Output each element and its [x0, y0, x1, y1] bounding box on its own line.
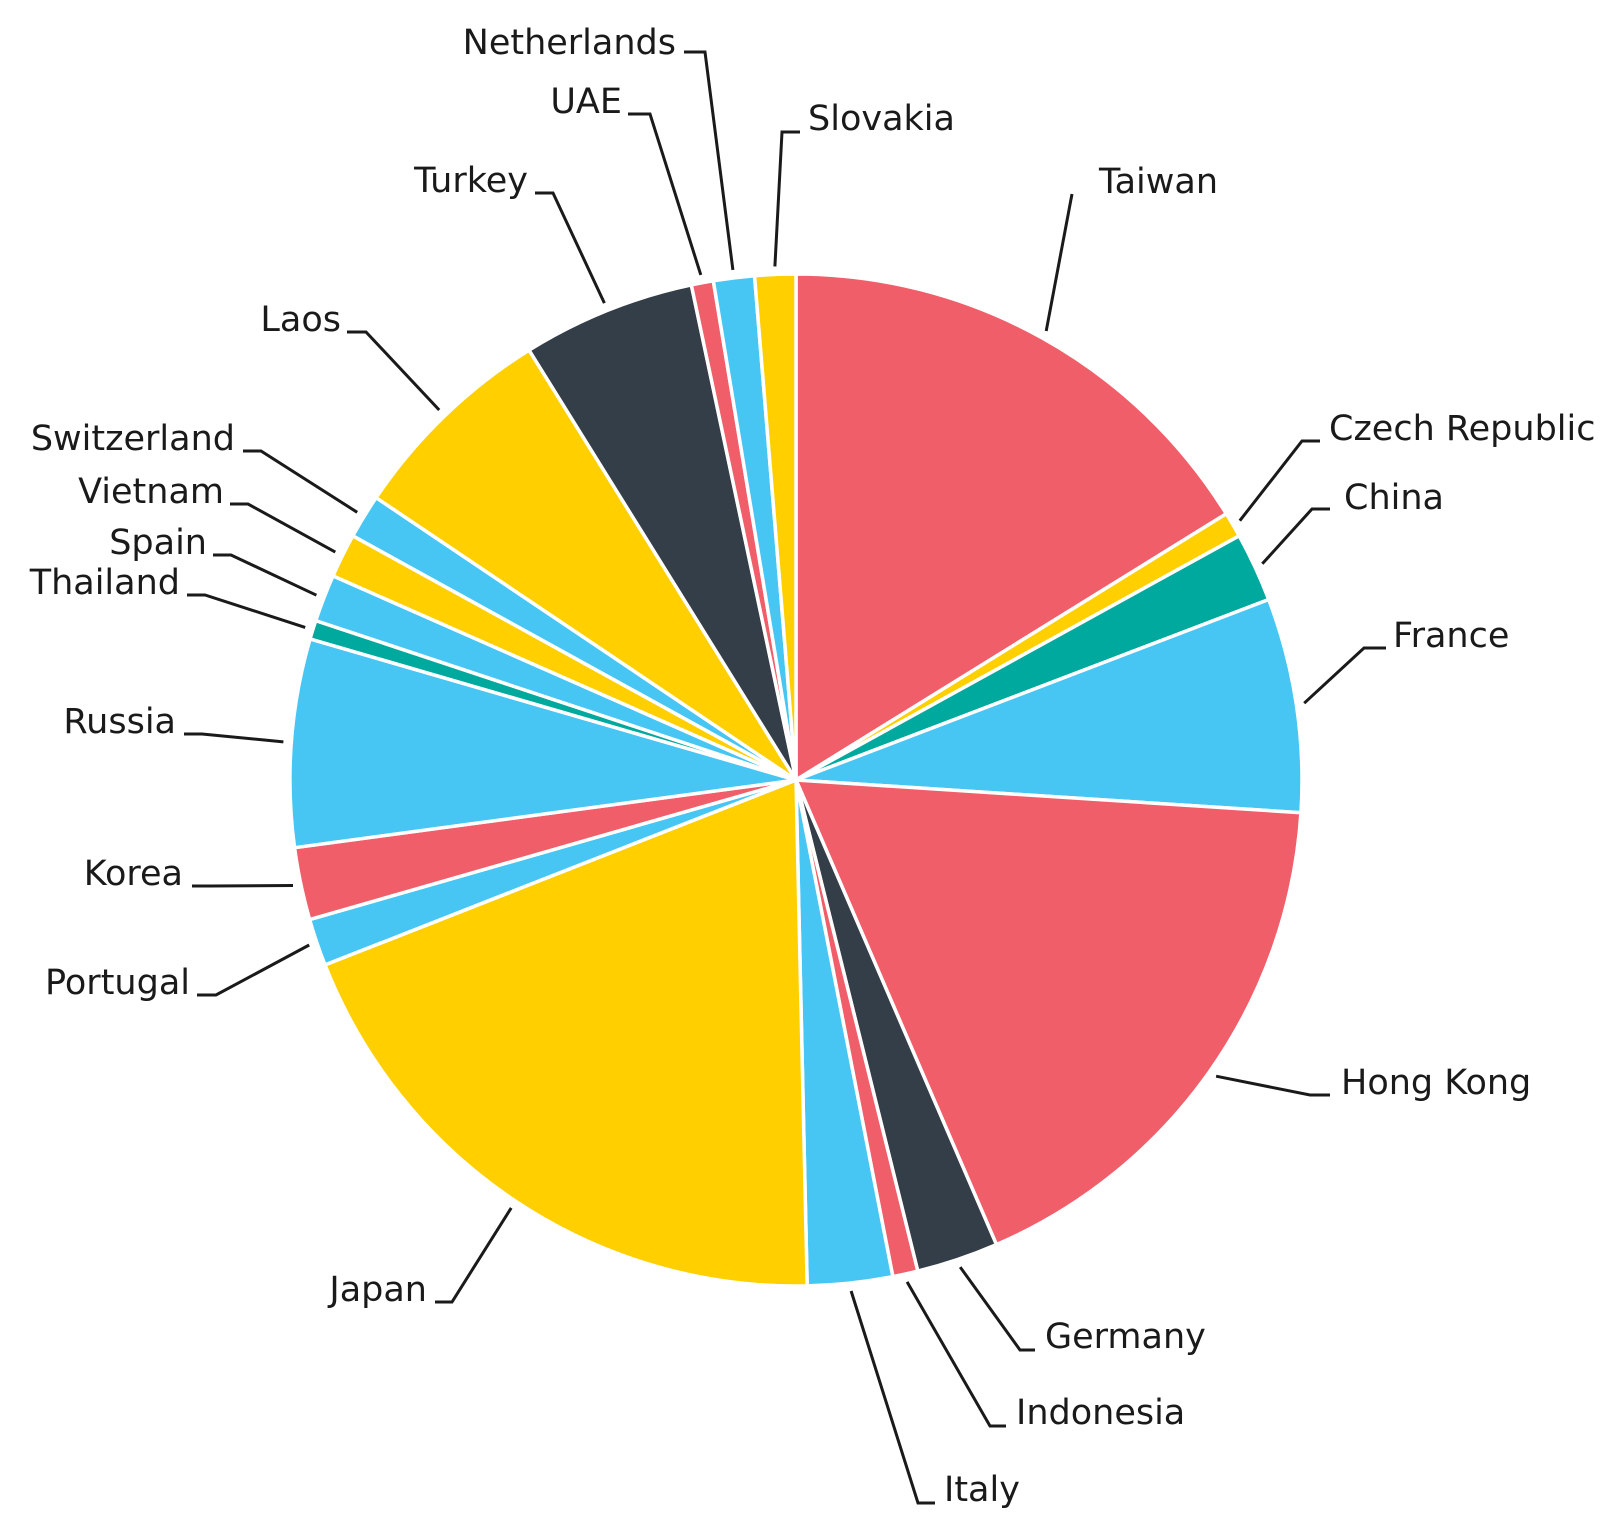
- leader-laos: [347, 330, 441, 412]
- leader-portugal: [197, 943, 310, 997]
- label-turkey: Turkey: [413, 161, 528, 201]
- leader-netherlands: [684, 50, 735, 271]
- leader-thailand: [187, 593, 306, 629]
- label-china: China: [1344, 478, 1444, 518]
- leader-korea: [192, 884, 294, 888]
- label-korea: Korea: [84, 854, 183, 894]
- leader-japan: [435, 1207, 513, 1304]
- label-czech-republic: Czech Republic: [1329, 409, 1595, 449]
- leader-spain: [213, 553, 318, 597]
- label-switzerland: Switzerland: [31, 419, 235, 459]
- label-italy: Italy: [944, 1470, 1020, 1510]
- slice-turkey: [527, 283, 798, 782]
- label-netherlands: Netherlands: [463, 23, 676, 63]
- leader-china: [1261, 507, 1330, 565]
- label-taiwan: Taiwan: [1098, 162, 1218, 202]
- leader-france: [1303, 646, 1386, 705]
- leader-italy: [849, 1290, 935, 1505]
- slice-hong-kong: [794, 778, 1303, 1247]
- label-indonesia: Indonesia: [1016, 1393, 1185, 1433]
- leader-taiwan: [1044, 193, 1074, 332]
- label-uae: UAE: [550, 82, 622, 122]
- label-germany: Germany: [1045, 1317, 1206, 1357]
- leader-vietnam: [230, 502, 337, 554]
- label-portugal: Portugal: [45, 963, 190, 1003]
- slice-laos: [374, 348, 798, 782]
- label-france: France: [1393, 616, 1509, 656]
- leader-lines: [184, 50, 1386, 1505]
- leader-indonesia: [905, 1281, 1006, 1428]
- label-spain: Spain: [109, 523, 207, 563]
- label-hong-kong: Hong Kong: [1341, 1063, 1531, 1103]
- slice-japan: [323, 778, 809, 1288]
- slice-russia: [288, 637, 798, 850]
- leader-czech-republic: [1238, 439, 1320, 522]
- slice-france: [794, 597, 1304, 815]
- label-russia: Russia: [63, 702, 176, 742]
- label-laos: Laos: [260, 300, 341, 340]
- label-thailand: Thailand: [29, 563, 180, 603]
- leader-hong-kong: [1215, 1074, 1330, 1097]
- pie-slices: [288, 272, 1304, 1288]
- slice-labels: Taiwan Czech Republic China France Hong Kong…: [29, 23, 1596, 1510]
- leader-uae: [628, 112, 703, 276]
- leader-russia: [184, 732, 284, 744]
- leader-slovakia: [773, 130, 800, 267]
- label-vietnam: Vietnam: [78, 472, 224, 512]
- leader-turkey: [535, 191, 606, 304]
- slice-taiwan: [794, 272, 1229, 782]
- label-slovakia: Slovakia: [808, 99, 955, 139]
- label-japan: Japan: [327, 1270, 427, 1310]
- slice-slovakia: [752, 272, 798, 782]
- leader-germany: [958, 1266, 1035, 1352]
- leader-switzerland: [243, 449, 359, 514]
